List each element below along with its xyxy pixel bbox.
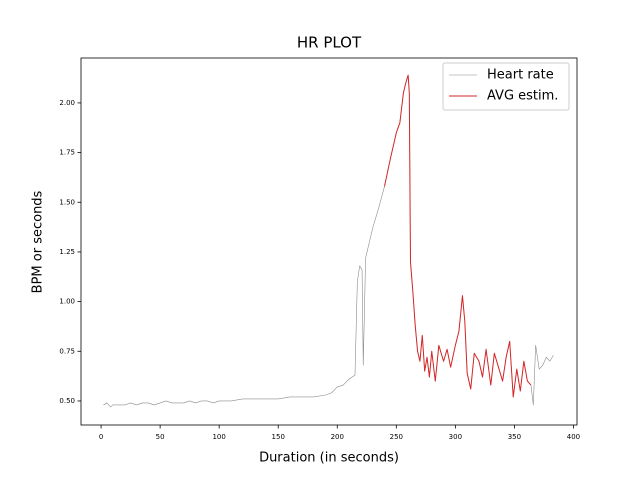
x-tick-label: 400: [567, 433, 580, 441]
x-tick-label: 50: [156, 433, 165, 441]
x-tick-label: 100: [212, 433, 225, 441]
y-tick-label: 2.00: [59, 99, 75, 107]
x-tick-label: 300: [449, 433, 462, 441]
y-tick-label: 0.75: [59, 347, 75, 355]
y-tick-label: 1.25: [59, 248, 75, 256]
plot-frame: [80, 57, 578, 426]
x-axis-label: Duration (in seconds): [259, 451, 399, 466]
y-axis-label: BPM or seconds: [31, 190, 46, 293]
legend-label: AVG estim.: [487, 89, 558, 104]
x-tick-label: 250: [390, 433, 403, 441]
x-tick-label: 0: [99, 433, 103, 441]
x-tick-label: 200: [331, 433, 344, 441]
y-tick-label: 1.50: [59, 198, 75, 206]
y-tick-label: 0.50: [59, 397, 75, 405]
x-tick-label: 150: [272, 433, 285, 441]
chart-title: HR PLOT: [297, 34, 362, 52]
y-tick-label: 1.00: [59, 298, 75, 306]
y-tick-label: 1.75: [59, 149, 75, 157]
x-tick-label: 350: [508, 433, 521, 441]
legend-label: Heart rate: [487, 68, 554, 83]
series-line: [384, 74, 532, 398]
